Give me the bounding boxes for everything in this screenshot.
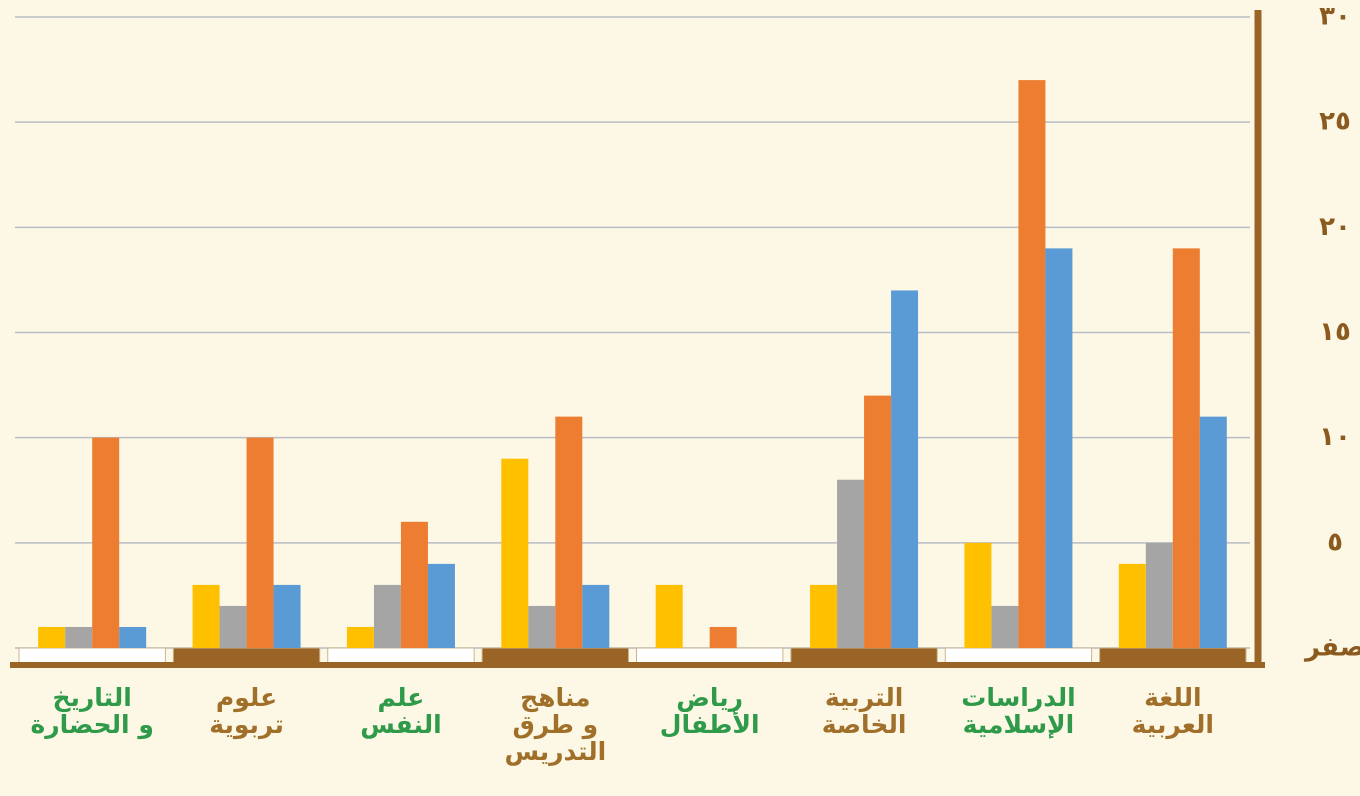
x-tick-label: التربية الخاصة	[821, 683, 907, 739]
bar	[1018, 80, 1046, 649]
bar	[1199, 416, 1227, 648]
base-segment	[172, 647, 321, 665]
y-tick-label: ١٠	[1319, 422, 1351, 452]
x-tick-label: علوم تربوية	[209, 683, 284, 739]
y-tick-label: ٢٥	[1319, 107, 1351, 137]
bar	[655, 584, 683, 648]
base-segment	[327, 647, 475, 665]
bar	[864, 395, 892, 648]
bar	[119, 626, 147, 648]
y-tick-label: ٣٠	[1319, 2, 1351, 32]
base-segment	[18, 647, 166, 665]
bar	[964, 542, 992, 648]
base-segment	[1099, 647, 1247, 665]
bar	[1145, 542, 1173, 648]
base-segment	[481, 647, 629, 665]
x-tick-label: رياض الأطفال	[659, 683, 760, 739]
base-segment	[636, 647, 784, 665]
y-tick-label: ٢٠	[1319, 212, 1351, 242]
bar	[273, 584, 301, 648]
bar	[219, 605, 247, 648]
bar	[1118, 563, 1146, 648]
bar	[991, 605, 1019, 648]
bar	[427, 563, 455, 648]
y-tick-label: ١٥	[1319, 317, 1351, 347]
bar	[810, 584, 838, 648]
bar	[582, 584, 610, 648]
bar	[555, 416, 583, 648]
bar	[891, 290, 919, 648]
base-segment	[790, 647, 938, 665]
bar	[38, 626, 66, 648]
bar	[92, 437, 120, 648]
y-tick-label: صفر	[1303, 633, 1360, 663]
x-tick-label: علم النفس	[360, 683, 442, 739]
x-tick-label: التاريخ و الحضارة	[30, 683, 154, 739]
bar	[501, 458, 529, 648]
bar	[528, 605, 556, 648]
bar	[400, 521, 428, 648]
bar	[346, 626, 374, 648]
x-tick-label: اللغة العربية	[1131, 683, 1214, 739]
bar	[1045, 248, 1073, 648]
bar	[192, 584, 220, 648]
base-segment	[944, 647, 1093, 665]
y-tick-label: ٥	[1327, 527, 1343, 557]
bar	[373, 584, 401, 648]
bar	[709, 626, 737, 648]
bar	[246, 437, 274, 648]
x-tick-label: مناهج و طرق التدريس	[504, 683, 607, 766]
bar	[1172, 248, 1200, 648]
bar	[837, 479, 865, 648]
bar	[65, 626, 93, 648]
x-tick-label: الدراسات الإسلامية	[961, 683, 1076, 739]
